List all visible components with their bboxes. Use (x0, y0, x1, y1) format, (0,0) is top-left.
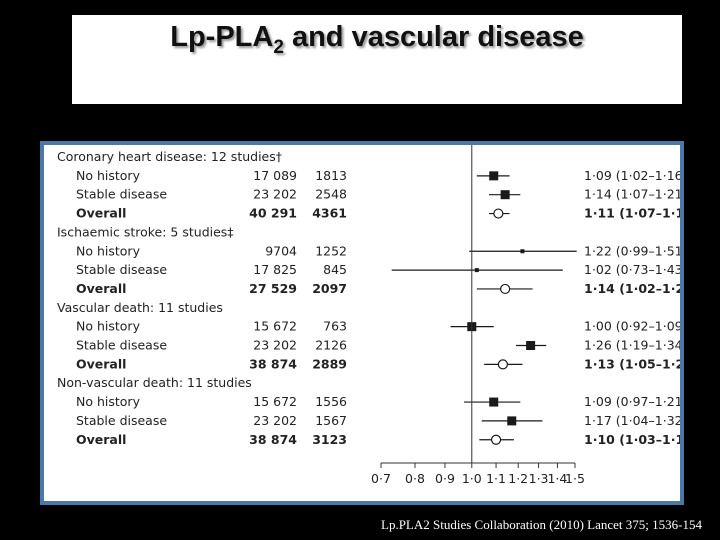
x-tick-label: 1·4 (547, 471, 567, 486)
group-label: Ischaemic stroke: 5 studies‡ (57, 224, 234, 239)
title-subscript: 2 (273, 36, 284, 58)
chart-panel: Coronary heart disease: 12 studies† No hi… (40, 141, 699, 505)
row-ci-text: 1·17 (1·04–1·32) (584, 413, 680, 428)
row-n: 23 202 (253, 413, 297, 428)
row-label: Stable disease (76, 262, 167, 277)
row-n: 23 202 (253, 338, 297, 353)
title-rest: and vascular disease (283, 21, 584, 53)
estimate-square (520, 249, 525, 254)
title-main: Lp-PLA (170, 21, 274, 53)
row-n: 38 874 (249, 432, 297, 447)
row-label: Stable disease (76, 338, 167, 353)
estimate-square (500, 190, 510, 200)
x-tick-label: 1·0 (462, 471, 482, 486)
slide-title: Lp-PLA2 and vascular disease (72, 21, 682, 59)
group-label: Vascular death: 11 studies (57, 300, 223, 315)
row-label: Overall (76, 356, 126, 371)
row-n: 23 202 (253, 187, 297, 202)
row-ci-text: 1·09 (1·02–1·16) (584, 168, 680, 183)
row-ci-text: 1·10 (1·03–1·18) (584, 432, 680, 447)
row-events: 845 (323, 262, 347, 277)
row-ci-text: 1·09 (0·97–1·21) (584, 394, 680, 409)
row-label: No history (76, 394, 141, 409)
row-events: 763 (323, 319, 347, 334)
row-ci-text: 1·02 (0·73–1·43) (584, 262, 680, 277)
row-ci-text: 1·11 (1·07–1·16) (584, 206, 680, 221)
row-label: Overall (76, 206, 126, 221)
row-events: 3123 (312, 432, 347, 447)
row-n: 17 825 (253, 262, 297, 277)
row-label: No history (76, 319, 141, 334)
row-n: 15 672 (253, 394, 297, 409)
overall-estimate-circle (490, 434, 502, 445)
x-tick-label: 1·3 (529, 471, 549, 486)
row-events: 1252 (315, 243, 347, 258)
row-ci-text: 1·22 (0·99–1·51) (584, 243, 680, 258)
row-events: 2889 (312, 356, 347, 371)
overall-estimate-circle (500, 283, 511, 295)
row-ci-text: 1·13 (1·05–1·22) (584, 356, 680, 371)
row-n: 38 874 (249, 356, 297, 371)
row-ci-text: 1·26 (1·19–1·34) (584, 338, 680, 353)
row-n: 40 291 (249, 206, 297, 221)
row-label: No history (76, 243, 141, 258)
row-events: 4361 (312, 206, 347, 221)
group-label: Non-vascular death: 11 studies (57, 375, 252, 390)
row-label: Overall (76, 281, 126, 296)
x-tick-label: 1·5 (565, 471, 585, 486)
row-label: Stable disease (76, 187, 167, 202)
row-events: 2097 (312, 281, 347, 296)
row-events: 1813 (315, 168, 347, 183)
estimate-square (474, 268, 479, 273)
row-events: 1556 (315, 394, 347, 409)
x-tick-label: 0·8 (405, 471, 425, 486)
group-label: Coronary heart disease: 12 studies† (57, 149, 282, 164)
row-label: Overall (76, 432, 126, 447)
x-tick-label: 0·7 (371, 471, 391, 486)
row-ci-text: 1·00 (0·92–1·09) (584, 319, 680, 334)
row-ci-text: 1·14 (1·07–1·21) (584, 187, 680, 202)
row-label: No history (76, 168, 141, 183)
row-n: 17 089 (253, 168, 297, 183)
x-tick-label: 1·2 (508, 471, 528, 486)
estimate-square (489, 397, 499, 407)
row-n: 9704 (265, 243, 297, 258)
title-box: Lp-PLA2 and vascular disease (72, 15, 682, 104)
row-ci-text: 1·14 (1·02–1·27) (584, 281, 680, 296)
forest-plot: Coronary heart disease: 12 studies† No hi… (44, 145, 699, 501)
forest-plot-svg: Coronary heart disease: 12 studies† No hi… (57, 145, 699, 486)
estimate-square (526, 341, 536, 350)
overall-estimate-circle (497, 359, 509, 370)
row-label: Stable disease (76, 413, 167, 428)
citation: Lp.PLA2 Studies Collaboration (2010) Lan… (381, 517, 702, 532)
row-events: 2548 (315, 187, 347, 202)
row-events: 1567 (315, 413, 347, 428)
row-n: 15 672 (253, 319, 297, 334)
overall-estimate-circle (493, 208, 504, 219)
x-tick-label: 1·1 (486, 471, 506, 486)
row-n: 27 529 (249, 281, 297, 296)
row-events: 2126 (315, 338, 347, 353)
estimate-square (489, 171, 499, 181)
estimate-square (507, 416, 517, 426)
x-tick-label: 0·9 (435, 471, 455, 486)
